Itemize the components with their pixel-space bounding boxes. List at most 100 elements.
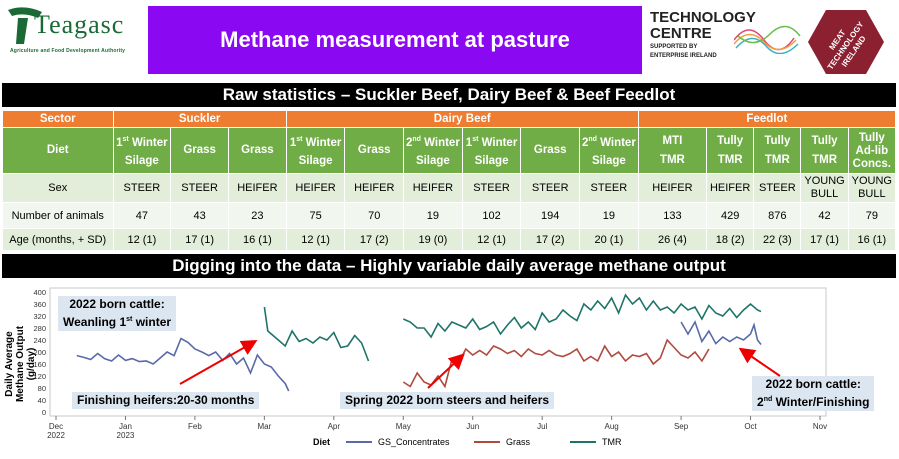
diet-cell-line2: Silage — [415, 155, 450, 168]
num-animals-cell: 43 — [170, 202, 229, 229]
diet-post: Winter — [128, 136, 168, 149]
callout-spring-2022: Spring 2022 born steers and heifers — [340, 392, 555, 409]
x-tick-year: 2022 — [47, 431, 65, 440]
section2-title-bar: Digging into the data – Highly variable … — [2, 254, 896, 278]
diet-cell-line2: Silage — [474, 155, 509, 168]
series-line-gs-concentrates — [680, 320, 762, 345]
x-tick-label: Jun — [466, 422, 479, 431]
sex-cell: HEIFER — [403, 173, 463, 203]
sector-label: Sector — [2, 110, 114, 128]
series-line-grass — [402, 338, 710, 389]
diet-pre: Tully — [764, 134, 791, 147]
callout4-line2-post: Winter/Finishing — [772, 395, 870, 409]
diet-post: Winter — [302, 136, 342, 149]
diet-pre: Grass — [241, 144, 274, 156]
legend-entry: TMR — [602, 437, 622, 447]
num-animals-cell: 876 — [753, 202, 802, 229]
y-tick-label: 400 — [33, 288, 46, 297]
diet-cell-line1: MTI — [639, 132, 705, 151]
diet-pre: Tully — [858, 131, 885, 144]
diet-cell-line1: 2nd Winter — [581, 130, 638, 153]
series-line-gs-concentrates — [76, 337, 290, 392]
legend-title: Diet — [313, 437, 330, 447]
num-animals-cell: 429 — [706, 202, 755, 229]
diet-pre: 2 — [405, 136, 413, 149]
num-animals-cell: 70 — [344, 202, 405, 229]
sex-cell: HEIFER — [344, 173, 405, 203]
x-tick-label: Jan — [119, 422, 132, 431]
age-label: Age (months, + SD) — [2, 228, 114, 251]
age-cell: 19 (0) — [403, 228, 463, 251]
sex-cell: HEIFER — [637, 173, 708, 203]
diet-cell-line2: Silage — [124, 155, 159, 168]
diet-cell-line2: TMR — [812, 153, 838, 166]
diet-pre: 1 — [116, 136, 123, 149]
age-cell: 17 (1) — [170, 228, 229, 251]
x-tick-label: Mar — [257, 422, 271, 431]
age-row: Age (months, + SD) 12 (1) 17 (1) 16 (1) 12 … — [2, 228, 897, 251]
diet-cell: 1st Winter Silage — [461, 127, 522, 174]
y-tick-label: 360 — [33, 300, 46, 309]
callout1-line2-pre: Weanling 1 — [63, 315, 127, 329]
plot-frame — [49, 287, 827, 417]
tc-wave-icon — [734, 25, 801, 54]
teagasc-logo-tagline: Agriculture and Food Development Authori… — [10, 48, 126, 54]
sex-cell: HEIFER — [285, 173, 346, 203]
diet-pre: MTI — [662, 134, 683, 147]
callout4-line2-pre: 2 — [757, 395, 764, 409]
diet-cell: Grass — [228, 127, 287, 174]
diet-cell-line1: Grass — [172, 141, 228, 160]
tc-line4: ENTERPRISE IRELAND — [650, 53, 717, 59]
diet-cell-line1: 2nd Winter — [405, 130, 462, 153]
hexagon-logo-icon: MEAT TECHNOLOGY IRELAND — [808, 10, 884, 74]
callout-2022-weanling: 2022 born cattle: Weanling 1st winter — [58, 296, 177, 331]
x-tick-label: May — [396, 422, 411, 431]
meat-technology-ireland-logo: MEAT TECHNOLOGY IRELAND — [806, 8, 886, 76]
age-cell: 12 (1) — [461, 228, 522, 251]
y-tick-label: 160 — [33, 360, 46, 369]
num-animals-label: Number of animals — [2, 202, 114, 229]
diet-cell: Tully TMR — [800, 127, 849, 174]
sex-cell: STEER — [112, 173, 172, 203]
diet-sup: st — [296, 135, 303, 143]
diet-pre: Grass — [533, 144, 567, 156]
diet-cell: Grass — [520, 127, 581, 174]
diet-cell-line1: Tully — [708, 132, 753, 151]
diet-pre: 1 — [289, 136, 297, 149]
diet-sup: st — [472, 135, 479, 143]
x-tick-year: 2023 — [117, 431, 135, 440]
y-tick-label: 40 — [38, 396, 46, 405]
diet-cell-line1: 1st Winter — [463, 130, 520, 153]
diet-pre: Grass — [357, 144, 391, 156]
methane-chart: Daily Average Methane Output (g/day) 0 40… — [0, 280, 899, 454]
page-title-box: Methane measurement at pasture — [148, 6, 642, 74]
age-cell: 16 (1) — [847, 228, 897, 251]
diet-cell-line2: Silage — [298, 155, 333, 168]
age-cell: 26 (4) — [637, 228, 708, 251]
diet-sup: nd — [588, 135, 597, 143]
diet-sup: nd — [412, 135, 421, 143]
sex-cell: YOUNG BULL — [800, 173, 849, 203]
tc-line2: CENTRE — [650, 25, 712, 42]
num-animals-cell: 75 — [285, 202, 346, 229]
x-tick-label: Dec — [49, 422, 63, 431]
num-animals-cell: 19 — [403, 202, 463, 229]
diet-cell: 1st Winter Silage — [112, 127, 172, 174]
callout1-line2: Weanling 1st winter — [63, 312, 171, 330]
y-tick-label: 280 — [33, 324, 46, 333]
sex-cell: YOUNG BULL — [847, 173, 897, 203]
sex-cell: HEIFER — [706, 173, 755, 203]
section1-title-bar: Raw statistics – Suckler Beef, Dairy Bee… — [2, 83, 896, 107]
num-animals-cell: 102 — [461, 202, 522, 229]
x-tick-label: Aug — [605, 422, 619, 431]
age-cell: 16 (1) — [228, 228, 287, 251]
diet-pre: Tully — [717, 134, 744, 147]
x-tick-label: Nov — [813, 422, 827, 431]
stats-table: Sector Suckler Dairy Beef Feedlot Diet 1… — [2, 110, 897, 251]
y-tick-label: 240 — [33, 336, 46, 345]
series-line-tmr — [263, 306, 370, 362]
age-cell: 12 (1) — [112, 228, 172, 251]
y-tick-label: 120 — [33, 372, 46, 381]
num-animals-row: Number of animals 47 43 23 75 70 19 102 194 19 13… — [2, 202, 897, 229]
diet-row: Diet 1st Winter Silage Grass Grass 1st Winte… — [2, 127, 897, 174]
